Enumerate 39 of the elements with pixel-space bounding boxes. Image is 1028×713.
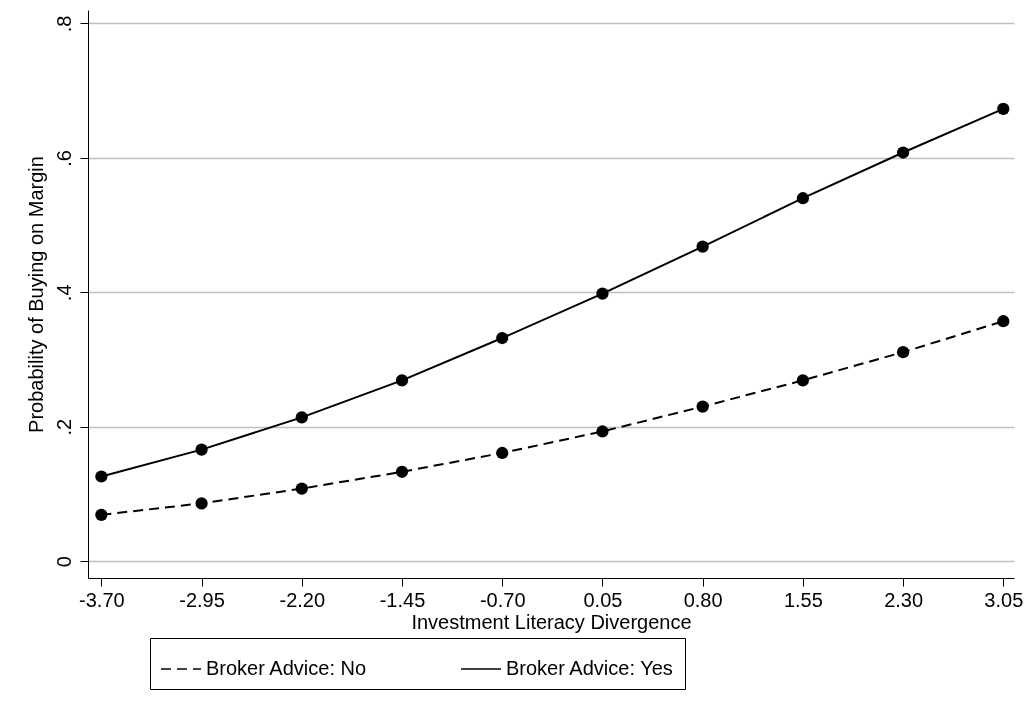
point — [95, 470, 108, 483]
point — [295, 482, 308, 495]
point — [496, 331, 509, 345]
x-tick-label: -2.95 — [179, 588, 225, 611]
point — [295, 411, 308, 424]
x-tick-label: -0.70 — [479, 588, 526, 611]
x-tick-label: -3.70 — [79, 588, 125, 611]
point — [195, 443, 208, 456]
y-tick-label: .8 — [52, 15, 75, 33]
point — [796, 192, 809, 205]
x-tick-label: -1.45 — [379, 588, 426, 611]
y-axis-title: Probability of Buying on Margin — [24, 156, 47, 433]
y-tick-label: .2 — [52, 418, 75, 436]
y-tick-label: .6 — [52, 150, 75, 167]
point — [195, 497, 208, 510]
legend-label: Broker Advice: Yes — [506, 657, 673, 679]
point — [696, 240, 709, 253]
x-tick-label: -2.20 — [279, 588, 326, 611]
x-tick-label: 0.80 — [683, 588, 723, 611]
point — [395, 465, 409, 478]
point — [496, 446, 509, 460]
point — [596, 287, 609, 300]
point — [997, 315, 1010, 328]
point — [596, 425, 609, 438]
x-tick-label: 0.05 — [583, 588, 623, 611]
point — [95, 508, 108, 521]
point — [997, 102, 1010, 115]
point — [395, 374, 409, 387]
point — [896, 346, 910, 359]
point — [696, 400, 709, 413]
x-tick-label: 3.05 — [984, 588, 1024, 611]
y-tick-label: .4 — [52, 284, 75, 302]
x-tick-label: 1.55 — [783, 588, 823, 611]
y-tick-label: 0 — [52, 556, 75, 568]
point — [896, 146, 910, 159]
x-tick-label: 2.30 — [884, 588, 924, 611]
legend-label: Broker Advice: No — [206, 657, 367, 679]
point — [796, 374, 809, 387]
x-axis-title: Investment Literacy Divergence — [411, 610, 692, 633]
